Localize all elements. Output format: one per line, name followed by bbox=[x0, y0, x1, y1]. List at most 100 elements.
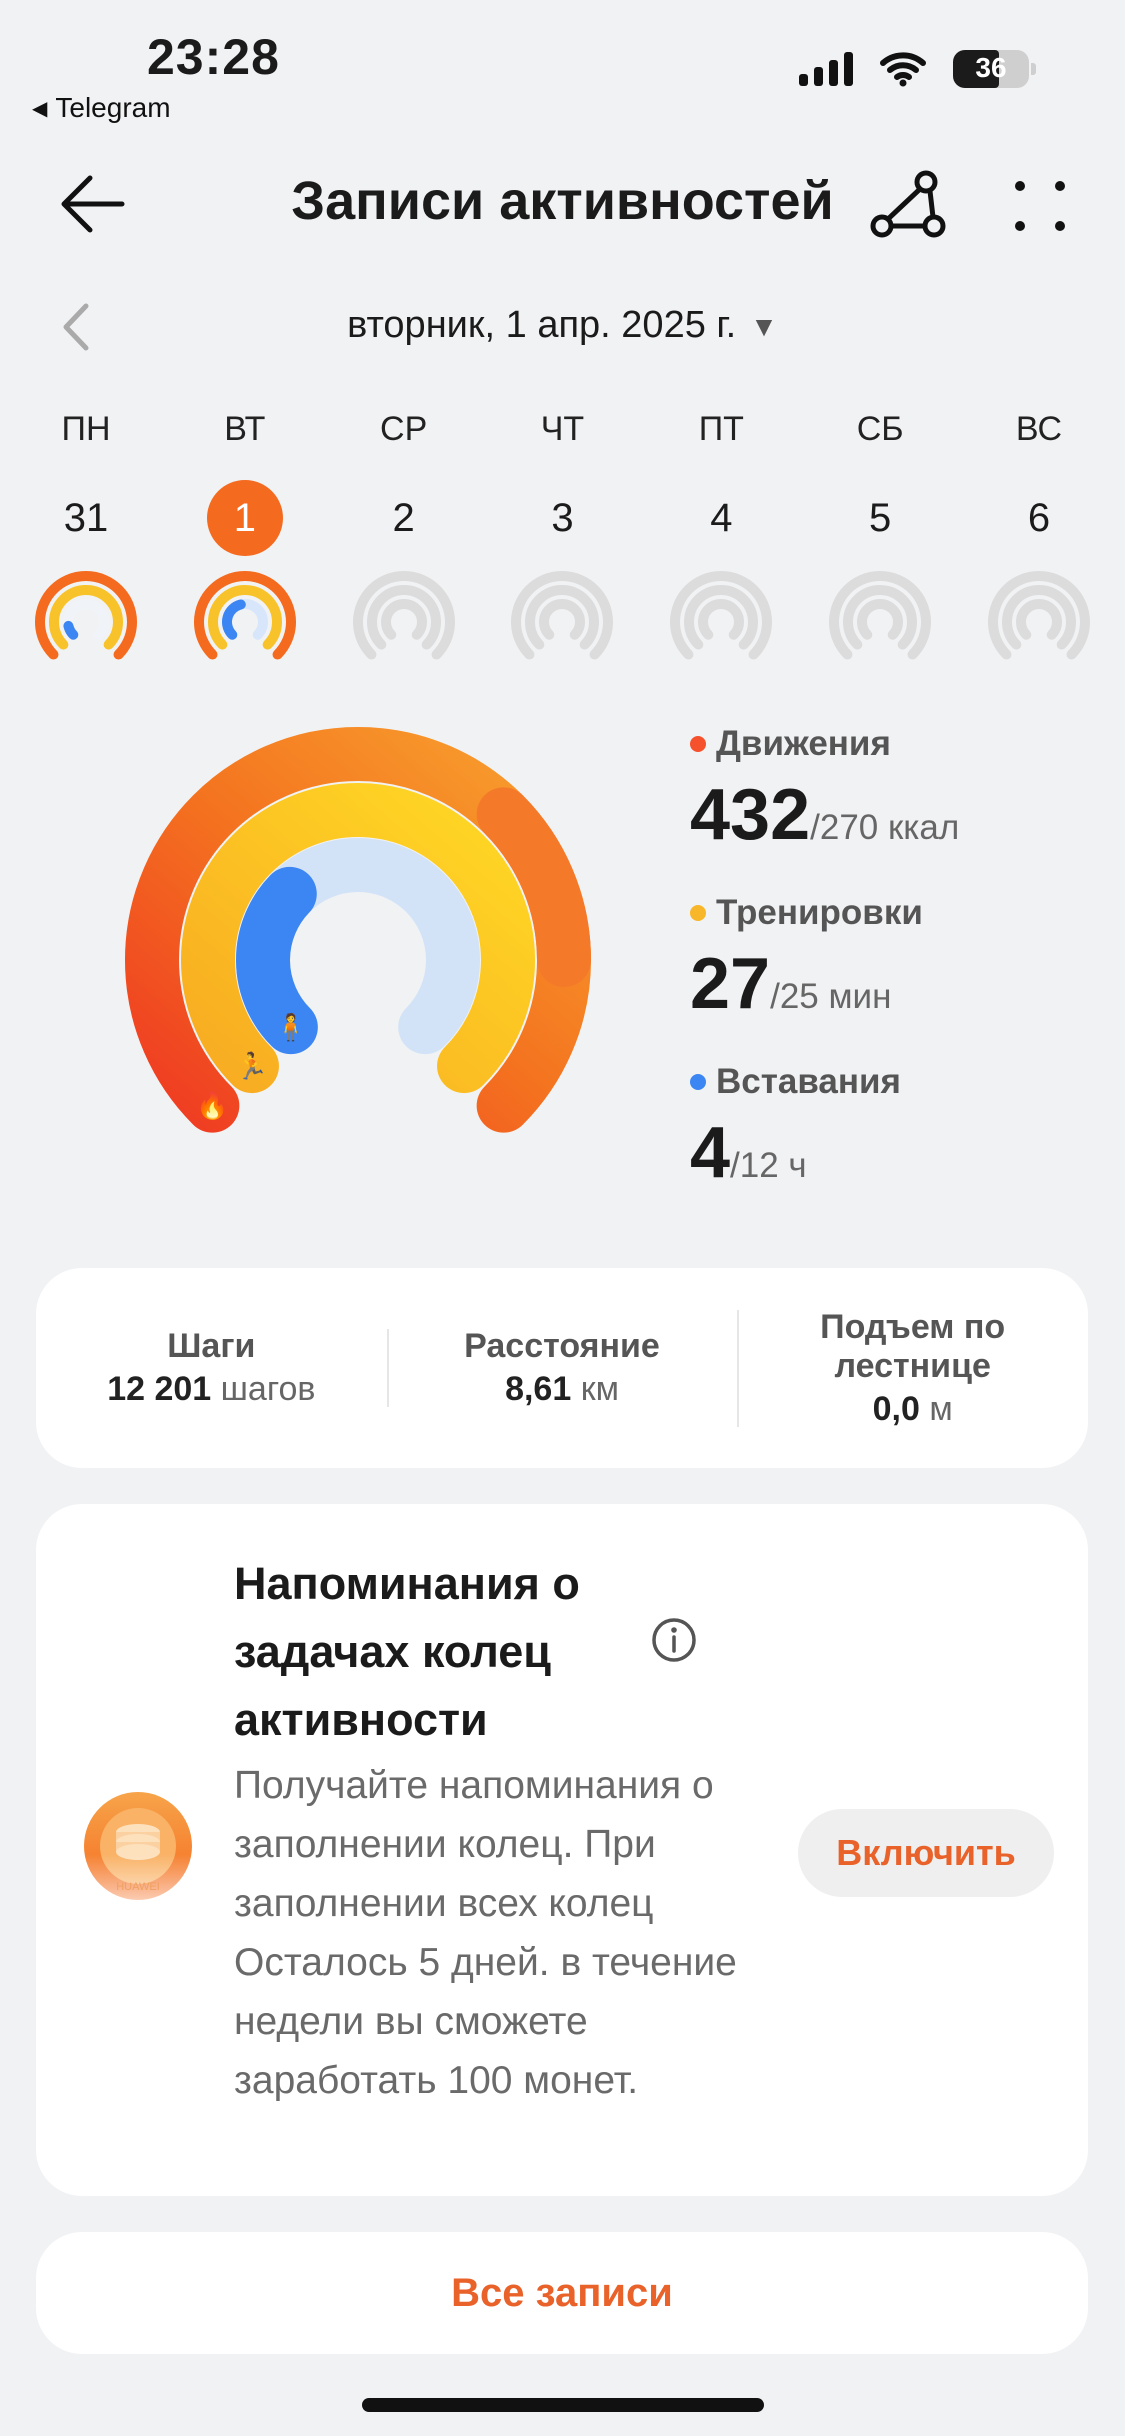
day-item[interactable]: ВС 6 bbox=[969, 410, 1109, 675]
route-share-icon[interactable] bbox=[868, 168, 948, 240]
huawei-coin-logo: HUAWEI bbox=[74, 1784, 202, 1929]
back-arrow-icon[interactable] bbox=[56, 168, 128, 240]
day-activity-rings bbox=[988, 571, 1090, 660]
day-activity-rings bbox=[511, 571, 614, 660]
exercise-value: 27 bbox=[690, 944, 771, 1024]
back-to-app-link[interactable]: ◀ Telegram bbox=[32, 92, 171, 124]
back-triangle-icon: ◀ bbox=[32, 97, 48, 120]
stairs-unit: м bbox=[929, 1389, 953, 1428]
day-number: 31 bbox=[63, 496, 109, 540]
day-of-week-label: ВТ bbox=[224, 410, 266, 448]
stand-value: 4 bbox=[690, 1113, 731, 1193]
steps-value: 12 201 bbox=[107, 1370, 212, 1408]
day-number: 6 bbox=[1027, 496, 1051, 540]
mini-ring-progress bbox=[221, 599, 246, 640]
mini-ring-track bbox=[857, 599, 904, 640]
enable-reminder-button[interactable]: Включить bbox=[798, 1809, 1054, 1897]
stand-dot bbox=[690, 1074, 706, 1090]
day-item[interactable]: СБ 5 bbox=[810, 410, 950, 675]
standing-person-icon: 🧍 bbox=[275, 1012, 307, 1043]
move-goal: /270 ккал bbox=[810, 808, 960, 847]
stand-ring-progress bbox=[236, 866, 318, 1055]
ring-reminder-card: HUAWEI Напоминания о задачах колец актив… bbox=[36, 1504, 1088, 2196]
all-records-button[interactable]: Все записи bbox=[36, 2232, 1088, 2354]
mini-ring-progress bbox=[207, 585, 282, 650]
move-dot bbox=[690, 736, 706, 752]
day-of-week-label: ЧТ bbox=[540, 410, 585, 448]
mini-ring-progress bbox=[193, 571, 296, 660]
reminder-description: Получайте напоминания о заполнении колец… bbox=[234, 1764, 737, 2102]
mini-ring-track bbox=[988, 571, 1090, 660]
mini-ring-progress bbox=[35, 571, 137, 660]
mini-ring-track bbox=[829, 571, 932, 660]
mini-ring-track bbox=[684, 585, 759, 650]
flame-icon: 🔥 bbox=[196, 1091, 228, 1122]
day-activity-rings bbox=[193, 571, 296, 660]
home-indicator[interactable] bbox=[362, 2398, 764, 2412]
mini-ring-progress bbox=[49, 585, 123, 650]
wifi-icon bbox=[880, 52, 926, 87]
running-icon: 🏃 bbox=[236, 1051, 268, 1082]
distance-value: 8,61 bbox=[505, 1370, 572, 1408]
day-item[interactable]: ПТ 4 bbox=[651, 410, 791, 675]
steps-title: Шаги bbox=[167, 1327, 256, 1365]
mini-ring-track bbox=[352, 571, 455, 660]
steps-summary: Шаги 12 201 шагов bbox=[36, 1327, 387, 1409]
exercise-dot bbox=[690, 905, 706, 921]
battery-level: 36 bbox=[975, 52, 1007, 83]
move-value: 432 bbox=[690, 775, 811, 855]
mini-ring-track bbox=[539, 599, 586, 640]
mini-ring-track bbox=[511, 571, 614, 660]
day-of-week-label: СБ bbox=[856, 410, 904, 448]
status-time: 23:28 bbox=[147, 29, 280, 85]
move-label: Движения bbox=[716, 724, 891, 763]
more-options-icon[interactable] bbox=[1010, 178, 1070, 234]
exercise-stat: Тренировки 27/25 мин bbox=[690, 893, 923, 1025]
exercise-label: Тренировки bbox=[716, 893, 923, 932]
day-number: 4 bbox=[710, 496, 733, 540]
day-activity-rings bbox=[829, 571, 932, 660]
page-title: Записи активностей bbox=[291, 171, 834, 231]
move-stat: Движения 432/270 ккал bbox=[690, 724, 959, 856]
back-app-label: Telegram bbox=[55, 92, 171, 123]
stand-stat: Вставания 4/12 ч bbox=[690, 1062, 901, 1194]
day-activity-rings bbox=[352, 571, 455, 660]
distance-title: Расстояние bbox=[464, 1327, 660, 1365]
reminder-title: Напоминания о задачах колец активности bbox=[234, 1558, 580, 1745]
selected-day-number: 1 bbox=[206, 480, 283, 556]
mini-ring-track bbox=[698, 599, 745, 640]
distance-summary: Расстояние 8,61 км bbox=[386, 1327, 738, 1409]
exercise-goal: /25 мин bbox=[770, 977, 892, 1016]
cellular-signal-icon bbox=[799, 52, 853, 86]
day-number: 3 bbox=[551, 496, 574, 540]
mini-ring-track bbox=[380, 599, 427, 640]
battery-icon: 36 bbox=[953, 50, 1036, 88]
dropdown-caret-icon: ▼ bbox=[750, 310, 778, 342]
day-number: 5 bbox=[869, 496, 892, 540]
daily-summary-card: Шаги 12 201 шагов Расстояние 8,61 км Под… bbox=[36, 1268, 1088, 1468]
day-item[interactable]: ПН 31 bbox=[16, 410, 156, 675]
date-label: вторник, 1 апр. 2025 г. bbox=[347, 304, 737, 346]
day-of-week-label: ПН bbox=[61, 410, 111, 448]
stairs-value: 0,0 bbox=[872, 1389, 920, 1428]
mini-ring-track bbox=[525, 585, 600, 650]
mini-ring-track bbox=[843, 585, 918, 650]
logo-brand-text: HUAWEI bbox=[116, 1881, 160, 1893]
day-of-week-label: ПТ bbox=[698, 410, 744, 448]
day-item[interactable]: ЧТ 3 bbox=[492, 410, 632, 675]
day-item[interactable]: СР 2 bbox=[334, 410, 474, 675]
day-item[interactable]: ВТ 1 bbox=[175, 410, 315, 675]
move-ring-overlap bbox=[476, 787, 591, 987]
info-icon[interactable] bbox=[650, 1616, 698, 1664]
day-activity-rings bbox=[35, 571, 137, 660]
day-activity-rings bbox=[670, 571, 773, 660]
distance-unit: км bbox=[580, 1370, 619, 1408]
week-strip: ПН 31 ВТ 1 СР 2 ЧТ 3 ПТ 4 СБ 5 ВС 6 bbox=[16, 410, 1109, 675]
previous-day-chevron-icon[interactable] bbox=[58, 302, 94, 352]
mini-ring-track bbox=[1015, 599, 1062, 640]
day-of-week-label: СР bbox=[380, 410, 428, 448]
status-icons: 36 bbox=[799, 50, 1036, 88]
mini-ring-track bbox=[1002, 585, 1076, 650]
steps-unit: шагов bbox=[220, 1370, 316, 1408]
date-picker[interactable]: вторник, 1 апр. 2025 г. ▼ bbox=[0, 304, 1125, 347]
